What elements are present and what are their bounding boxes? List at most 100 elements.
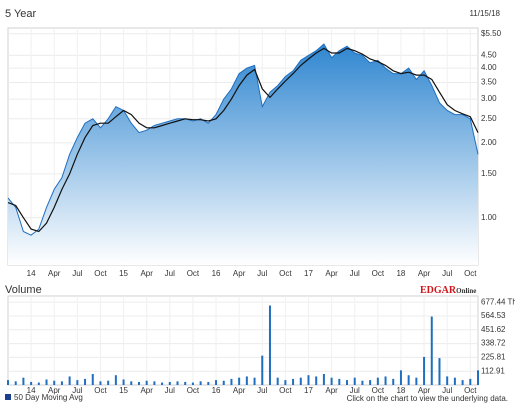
volume-bar (161, 382, 164, 385)
volume-bar (461, 380, 464, 385)
volume-bar (299, 377, 302, 385)
volume-bar (307, 375, 310, 385)
volume-bar (253, 377, 256, 385)
x-tick-label: Apr (233, 269, 246, 278)
volume-bar (376, 377, 379, 385)
volume-bar (245, 376, 248, 385)
volume-bar (53, 380, 56, 385)
volume-bar (338, 378, 341, 385)
volume-bar (222, 380, 225, 385)
volume-bar (14, 381, 17, 385)
x-tick-label: Oct (464, 386, 477, 395)
volume-bar (68, 376, 71, 385)
moving-average-line (7, 47, 479, 233)
x-tick-label: 15 (119, 269, 128, 278)
x-tick-label: Oct (372, 386, 385, 395)
volume-bar (477, 370, 479, 385)
y-tick-label: 3.00 (481, 94, 497, 103)
volume-bar (438, 358, 441, 385)
x-tick-label: Apr (140, 386, 153, 395)
volume-bar (215, 380, 218, 385)
volume-bar (145, 380, 148, 385)
x-tick-label: 18 (396, 269, 405, 278)
x-tick-label: 16 (212, 269, 221, 278)
x-tick-label: Apr (140, 269, 153, 278)
x-tick-label: Apr (325, 386, 338, 395)
volume-bar (384, 376, 387, 385)
y-tick-label: 4.50 (481, 50, 497, 59)
x-tick-label: Oct (279, 386, 292, 395)
volume-bar (330, 377, 333, 385)
x-tick-label: Jul (442, 386, 452, 395)
volume-bar (84, 378, 87, 385)
x-tick-label: Apr (48, 269, 61, 278)
volume-bar (415, 377, 418, 385)
y-tick-label: 225.81 (481, 353, 506, 362)
volume-bar (469, 378, 472, 385)
volume-bar (423, 356, 426, 385)
volume-bar (369, 380, 372, 385)
x-tick-label: Oct (279, 269, 292, 278)
volume-bar (238, 377, 241, 385)
volume-bar (122, 379, 125, 385)
x-tick-label: Jul (350, 269, 360, 278)
volume-bar (45, 379, 48, 385)
chart-title: 5 Year (5, 8, 37, 20)
y-tick-label: 4.00 (481, 63, 497, 72)
volume-bar (130, 381, 133, 385)
x-tick-label: 18 (396, 386, 405, 395)
volume-bar (292, 378, 295, 385)
volume-bar (276, 377, 279, 385)
volume-bar (207, 381, 210, 385)
x-tick-label: 14 (27, 269, 36, 278)
volume-bar (453, 377, 456, 385)
volume-bar (22, 377, 25, 385)
volume-bar (392, 378, 395, 385)
x-tick-label: 15 (119, 386, 128, 395)
y-tick-label: 1.50 (481, 169, 497, 178)
logo: EDGAROnline (420, 285, 476, 296)
x-tick-label: Jul (165, 269, 175, 278)
volume-bar (7, 380, 9, 385)
volume-bar (353, 377, 356, 385)
footer[interactable]: Click on the chart to view the underlyin… (347, 394, 508, 403)
x-tick-label: Jul (165, 386, 175, 395)
volume-bar (37, 382, 40, 385)
x-tick-label: Apr (418, 269, 431, 278)
plots: 1.00 1.50 2.00 2.50 3.00 3.50 4.00 4.50 $5.50 14 A… (7, 28, 515, 395)
x-tick-label: Jul (257, 269, 267, 278)
volume-bar (153, 381, 156, 385)
date: 11/15/18 (469, 9, 500, 18)
volume-bar (168, 381, 171, 385)
volume-bar (315, 376, 318, 385)
x-tick-label: Jul (72, 269, 82, 278)
x-tick-label: Apr (48, 386, 61, 395)
x-tick-label: Apr (418, 386, 431, 395)
y-tick-label: $5.50 (481, 29, 502, 38)
volume-bar (284, 380, 287, 385)
x-tick-label: Oct (187, 269, 200, 278)
volume-bar (184, 381, 187, 385)
volume-bar (430, 316, 433, 385)
volume-bar (91, 373, 94, 385)
x-tick-label: 14 (27, 386, 36, 395)
volume-panel (7, 295, 479, 386)
x-tick-label: Oct (94, 269, 107, 278)
volume-bar (114, 375, 117, 385)
volume-bar (361, 380, 364, 385)
y-tick-label: 2.50 (481, 114, 497, 123)
x-tick-label: Apr (325, 269, 338, 278)
x-tick-label: Jul (257, 386, 267, 395)
volume-bar (99, 381, 102, 385)
volume-bar (176, 381, 179, 385)
x-tick-label: Oct (187, 386, 200, 395)
volume-bar (446, 376, 449, 385)
x-tick-label: Oct (464, 269, 477, 278)
y-tick-label: 2.00 (481, 138, 497, 147)
volume-bar (76, 380, 79, 385)
legend-label: 50 Day Moving Avg (14, 393, 83, 402)
volume-bar (137, 381, 140, 385)
volume-bar (60, 381, 63, 385)
volume-bar (346, 380, 349, 385)
